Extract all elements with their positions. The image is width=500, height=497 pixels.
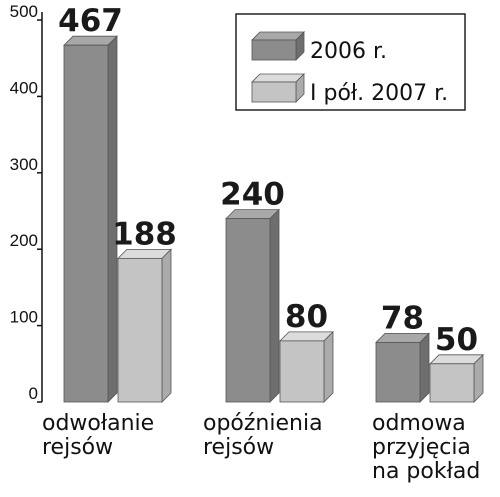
bar	[375, 332, 430, 403]
data-label: 80	[285, 299, 328, 335]
category-label: odwołanie rejsów	[42, 411, 154, 460]
legend-entry: I pół. 2007 r.	[310, 81, 448, 106]
data-label: 467	[58, 3, 123, 39]
y-tick-label: 300	[10, 155, 38, 174]
bars: 467 240 78 188 80 50	[58, 3, 484, 403]
y-tick-label: 0	[29, 384, 38, 403]
bar	[429, 353, 484, 403]
category-label: odmowa przyjęcia na pokład	[372, 411, 480, 484]
data-label: 240	[220, 177, 285, 213]
bar	[225, 208, 280, 403]
bar	[63, 35, 118, 403]
data-label: 188	[112, 216, 177, 252]
category-labels: odwołanie rejsów opóźnienia rejsów odmowa prz…	[42, 411, 480, 484]
y-tick-label: 100	[10, 308, 38, 327]
data-label: 50	[435, 322, 478, 358]
y-axis: 0 100 200 300 400 500	[10, 2, 43, 403]
legend-swatch	[251, 31, 305, 61]
y-tick-label: 200	[10, 231, 38, 250]
category-label: opóźnienia rejsów	[203, 411, 323, 460]
legend: 2006 r. I pół. 2007 r.	[235, 13, 466, 111]
y-tick-label: 500	[10, 2, 38, 21]
bar	[279, 330, 334, 403]
data-label: 78	[381, 300, 424, 336]
bar	[117, 248, 172, 403]
y-tick-label: 400	[10, 78, 38, 97]
legend-swatch	[251, 73, 305, 103]
legend-entry: 2006 r.	[310, 39, 387, 64]
